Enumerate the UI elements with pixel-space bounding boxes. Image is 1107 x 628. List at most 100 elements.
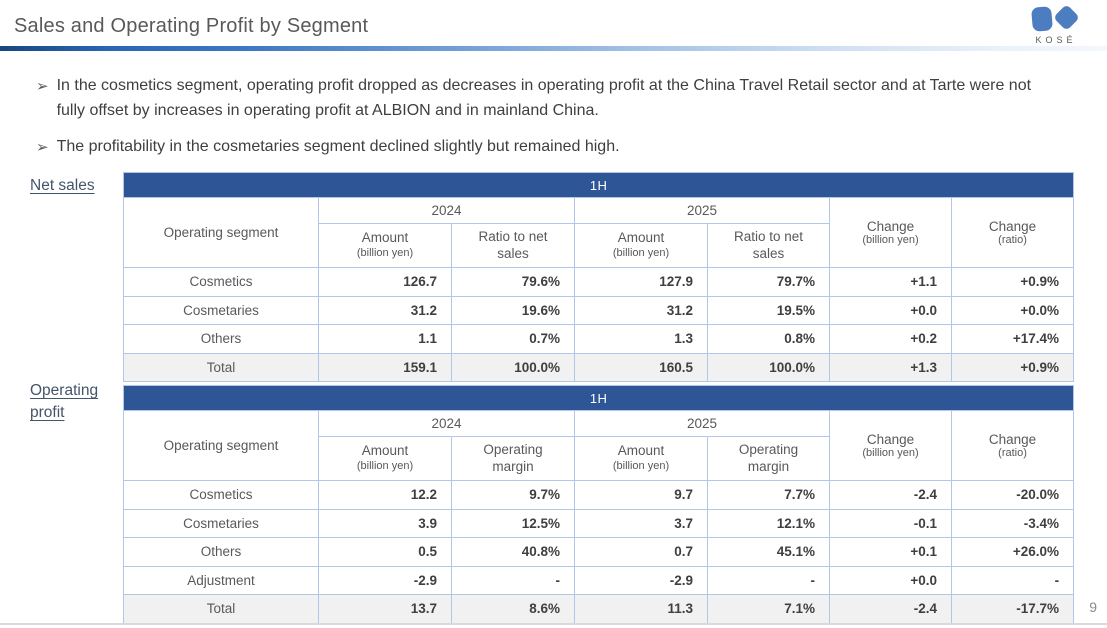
margin-2024-header: Operating margin xyxy=(451,436,575,481)
change-yen-cell: +1.3 xyxy=(829,352,952,382)
table-banner-row: 1H xyxy=(122,172,1075,198)
year-2024-header: 2024 xyxy=(318,410,575,437)
amount-unit: (billion yen) xyxy=(356,460,414,473)
change-yen-cell: +0.0 xyxy=(829,295,952,325)
amount-label: Amount xyxy=(361,443,409,459)
ratio-2025-cell: 100.0% xyxy=(707,352,830,382)
table-row-cosmetaries: Cosmetaries 3.9 12.5% 3.7 12.1% -0.1 -3.… xyxy=(123,508,1075,538)
amount-2024-cell: 0.5 xyxy=(318,537,452,567)
segment-column-header: Operating segment xyxy=(123,197,319,268)
bottom-divider xyxy=(0,623,1107,625)
amount-2025-cell: -2.9 xyxy=(574,565,708,595)
table-row-others: Others 0.5 40.8% 0.7 45.1% +0.1 +26.0% xyxy=(123,537,1075,567)
margin-2025-cell: 7.7% xyxy=(707,480,830,510)
summary-bullets: ➢ In the cosmetics segment, operating pr… xyxy=(36,74,1086,170)
segment-cell: Total xyxy=(123,594,319,624)
net-sales-label: Net sales xyxy=(30,177,95,194)
change-unit: (ratio) xyxy=(998,447,1027,459)
kose-logo: KOSÉ xyxy=(1017,4,1091,45)
subheader-row: Amount (billion yen) Ratio to net sales … xyxy=(124,223,1074,268)
change-yen-cell: -2.4 xyxy=(829,480,952,510)
change-label: Change xyxy=(988,219,1037,234)
ratio-2025-cell: 79.7% xyxy=(707,267,830,297)
segment-cell: Total xyxy=(123,352,319,382)
amount-2025-header: Amount (billion yen) xyxy=(574,223,708,268)
table-row-total: Total 159.1 100.0% 160.5 100.0% +1.3 +0.… xyxy=(123,352,1075,382)
ratio-2025-cell: 19.5% xyxy=(707,295,830,325)
amount-2025-header: Amount (billion yen) xyxy=(574,436,708,481)
ratio-2024-cell: 19.6% xyxy=(451,295,575,325)
page-title: Sales and Operating Profit by Segment xyxy=(14,15,369,37)
change-unit: (billion yen) xyxy=(862,234,919,246)
bullet-point-1: ➢ In the cosmetics segment, operating pr… xyxy=(36,74,1086,124)
change-ratio-cell: +26.0% xyxy=(950,537,1075,567)
change-unit: (ratio) xyxy=(998,234,1027,246)
year-header-row: Operating segment 2024 2025 Change (bill… xyxy=(123,197,1075,268)
change-yen-header: Change (billion yen) xyxy=(829,197,952,268)
amount-2024-cell: 13.7 xyxy=(318,594,452,624)
amount-2024-cell: -2.9 xyxy=(318,565,452,595)
amount-2024-cell: 159.1 xyxy=(318,352,452,382)
net-sales-table: 1H Operating segment 2024 2025 Change (b… xyxy=(122,172,1075,382)
amount-label: Amount xyxy=(617,443,665,459)
change-yen-cell: -2.4 xyxy=(829,594,952,624)
segment-cell: Others xyxy=(123,324,319,354)
margin-2025-cell: 7.1% xyxy=(707,594,830,624)
segment-cell: Cosmetaries xyxy=(123,508,319,538)
change-yen-cell: +0.1 xyxy=(829,537,952,567)
amount-2024-header: Amount (billion yen) xyxy=(318,223,452,268)
segment-cell: Cosmetics xyxy=(123,267,319,297)
margin-2024-cell: 40.8% xyxy=(451,537,575,567)
operating-profit-table: 1H Operating segment 2024 2025 Change (b… xyxy=(122,385,1075,624)
year-2025-header: 2025 xyxy=(574,410,830,437)
ratio-2025-header: Ratio to net sales xyxy=(707,223,830,268)
table-banner-row: 1H xyxy=(122,385,1075,411)
amount-label: Amount xyxy=(617,230,665,246)
ratio-2024-cell: 100.0% xyxy=(451,352,575,382)
change-ratio-cell: +0.9% xyxy=(950,267,1075,297)
change-unit: (billion yen) xyxy=(862,447,919,459)
margin-2024-cell: - xyxy=(451,565,575,595)
margin-2024-cell: 9.7% xyxy=(451,480,575,510)
table-row-cosmetics: Cosmetics 126.7 79.6% 127.9 79.7% +1.1 +… xyxy=(123,267,1075,297)
change-ratio-header: Change (ratio) xyxy=(950,410,1075,481)
title-accent-bar xyxy=(0,46,1107,51)
change-yen-header: Change (billion yen) xyxy=(829,410,952,481)
change-yen-cell: +0.2 xyxy=(829,324,952,354)
amount-2024-header: Amount (billion yen) xyxy=(318,436,452,481)
amount-2024-cell: 31.2 xyxy=(318,295,452,325)
table-row-total: Total 13.7 8.6% 11.3 7.1% -2.4 -17.7% xyxy=(123,594,1075,624)
bullet-point-2: ➢ The profitability in the cosmetaries s… xyxy=(36,135,1086,160)
bullet-arrow-icon: ➢ xyxy=(36,78,49,95)
amount-2024-cell: 3.9 xyxy=(318,508,452,538)
logo-diamond-shape xyxy=(1053,4,1080,31)
subheader-row: Amount (billion yen) Operating margin Am… xyxy=(124,436,1074,481)
change-yen-cell: +0.0 xyxy=(829,565,952,595)
year-2025-header: 2025 xyxy=(574,197,830,224)
amount-unit: (billion yen) xyxy=(356,247,414,260)
margin-2025-cell: - xyxy=(707,565,830,595)
period-banner: 1H xyxy=(122,172,1075,198)
amount-2025-cell: 1.3 xyxy=(574,324,708,354)
segment-cell: Cosmetics xyxy=(123,480,319,510)
ratio-2024-header: Ratio to net sales xyxy=(451,223,575,268)
period-banner: 1H xyxy=(122,385,1075,411)
segment-cell: Others xyxy=(123,537,319,567)
bullet-arrow-icon: ➢ xyxy=(36,138,49,156)
amount-unit: (billion yen) xyxy=(612,460,670,473)
change-yen-cell: -0.1 xyxy=(829,508,952,538)
margin-2025-cell: 12.1% xyxy=(707,508,830,538)
segment-cell: Adjustment xyxy=(123,565,319,595)
kose-logo-icon xyxy=(1017,4,1091,33)
amount-2025-cell: 160.5 xyxy=(574,352,708,382)
amount-2024-cell: 1.1 xyxy=(318,324,452,354)
change-ratio-cell: - xyxy=(950,565,1075,595)
year-2024-header: 2024 xyxy=(318,197,575,224)
table-row-cosmetaries: Cosmetaries 31.2 19.6% 31.2 19.5% +0.0 +… xyxy=(123,295,1075,325)
amount-2025-cell: 3.7 xyxy=(574,508,708,538)
ratio-2025-cell: 0.8% xyxy=(707,324,830,354)
bullet-text: The profitability in the cosmetaries seg… xyxy=(56,137,620,155)
ratio-2024-cell: 0.7% xyxy=(451,324,575,354)
ratio-2024-cell: 79.6% xyxy=(451,267,575,297)
